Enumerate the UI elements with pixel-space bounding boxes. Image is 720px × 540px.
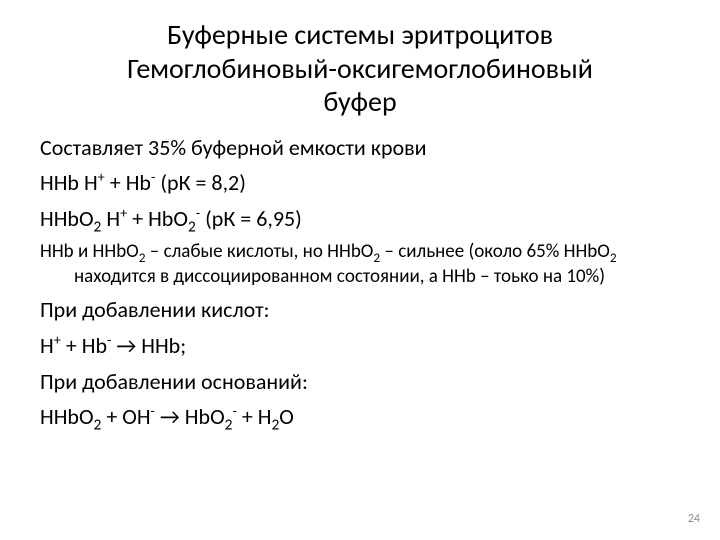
- title-line-2: Гемоглобиновый-оксигемоглобиновый: [127, 51, 593, 86]
- line-eq-hhbo2: HHbO2 H+ + HbO2- (рК = 6,95): [40, 204, 680, 234]
- slide-title: Буферные системы эритроцитов Гемоглобино…: [40, 18, 680, 119]
- body-text: Составляет 35% буферной емкости крови HH…: [40, 133, 680, 432]
- ae-sup1: +: [54, 331, 61, 349]
- eq1-h: H: [84, 169, 98, 196]
- line-bases-eq: HHbO2 + OH- → HbO2- + H2O: [40, 402, 680, 432]
- wa-sub1: 2: [139, 249, 146, 266]
- line-acids-heading: При добавлении кислот:: [40, 295, 680, 325]
- be-d: + H: [237, 403, 272, 430]
- line-weak-acids: HHb и HHbO2 – слабые кислоты, но HHbO2 –…: [40, 240, 680, 289]
- wa-c: – сильнее (около 65% HHbO: [380, 240, 610, 263]
- eq1-hb: + Hb: [105, 169, 151, 196]
- line-acids-eq: H+ + Hb- → HHb;: [40, 331, 680, 361]
- wa-d: находится в диссоциированном состоянии, …: [74, 265, 605, 288]
- line-bases-heading: При добавлении оснований:: [40, 367, 680, 397]
- wa-b: – слабые кислоты, но HHbO: [146, 240, 374, 263]
- eq1-pre: HHb: [40, 169, 84, 196]
- ae-c: → HHb;: [111, 332, 186, 359]
- wa-sub3: 2: [610, 249, 617, 266]
- title-line-3: буфер: [323, 84, 396, 119]
- title-line-1: Буферные системы эритроцитов: [167, 17, 553, 52]
- be-a: HHbO: [40, 403, 94, 430]
- wa-a: HHb и HHbO: [40, 240, 139, 263]
- be-e: O: [279, 403, 294, 430]
- line-eq-hhb: HHb H+ + Hb- (рК = 8,2): [40, 168, 680, 198]
- eq1-sup1: +: [98, 168, 105, 186]
- eq2-sub2: 2: [188, 218, 196, 237]
- eq2-tail: (рК = 6,95): [200, 205, 302, 232]
- ae-b: + Hb: [61, 332, 107, 359]
- be-b: + OH: [101, 403, 150, 430]
- eq2-hbo: + HbO: [127, 205, 188, 232]
- ae-a: H: [40, 332, 54, 359]
- eq2-pre: HHbO: [40, 205, 94, 232]
- eq1-tail: (рК = 8,2): [155, 169, 246, 196]
- line-capacity: Составляет 35% буферной емкости крови: [40, 133, 680, 163]
- be-c: → HbO: [155, 403, 225, 430]
- slide: Буферные системы эритроцитов Гемоглобино…: [0, 0, 720, 540]
- page-number: 24: [688, 512, 700, 526]
- eq2-h: H: [106, 205, 120, 232]
